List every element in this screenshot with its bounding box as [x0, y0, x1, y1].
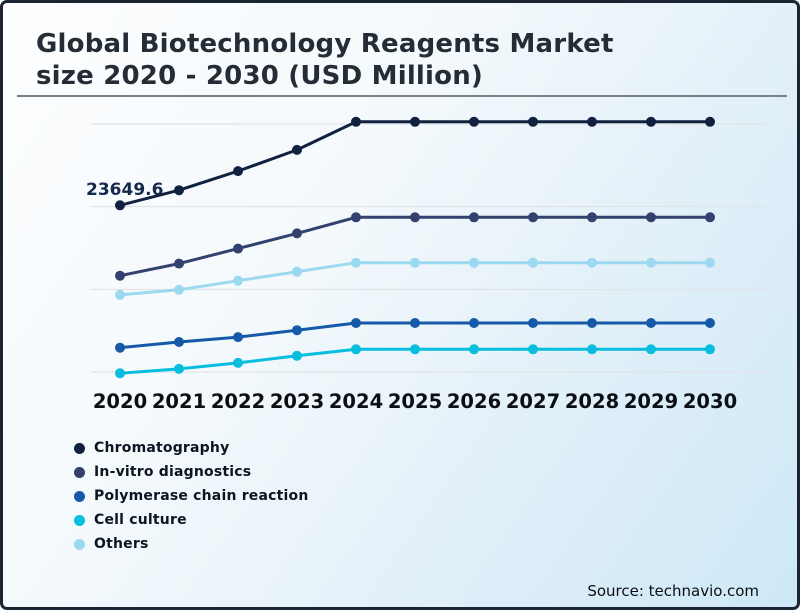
- data-point-cell-culture-2029: [646, 344, 656, 355]
- x-axis-label-2022: 2022: [211, 390, 265, 413]
- page-title: Global Biotechnology Reagents Market siz…: [36, 28, 766, 92]
- source-note: Source: technavio.com: [587, 582, 759, 600]
- data-point-in-vitro-diagnostics-2023: [292, 228, 302, 239]
- title-line-1: Global Biotechnology Reagents Market: [36, 29, 614, 59]
- data-point-others-2027: [528, 257, 538, 268]
- data-point-chromatography-2027: [528, 116, 538, 127]
- data-point-chromatography-2021: [174, 185, 184, 196]
- line-chart-canvas: 2020 2021 2022 2023 2024 2025 2026 2027 2028 2029…: [91, 116, 766, 413]
- data-point-chromatography-2030: [705, 116, 715, 127]
- data-point-polymerase-chain-reaction-2024: [351, 318, 361, 328]
- data-point-others-2021: [174, 284, 184, 295]
- data-point-others-2030: [705, 257, 715, 268]
- data-point-in-vitro-diagnostics-2028: [587, 212, 597, 223]
- x-axis-label-2027: 2027: [506, 390, 560, 413]
- x-axis-label-2029: 2029: [624, 390, 678, 413]
- data-point-cell-culture-2026: [469, 344, 479, 355]
- data-point-chromatography-2024: [351, 116, 361, 127]
- legend-label-chromatography: Chromatography: [94, 440, 230, 456]
- data-point-chromatography-2026: [469, 116, 479, 127]
- data-point-chromatography-2028: [587, 116, 597, 127]
- data-point-polymerase-chain-reaction-2029: [646, 318, 656, 328]
- x-axis-label-2025: 2025: [388, 390, 442, 413]
- x-axis-label-2021: 2021: [152, 390, 206, 413]
- data-point-in-vitro-diagnostics-2024: [351, 212, 361, 223]
- legend-label-in-vitro-diagnostics: In-vitro diagnostics: [94, 464, 252, 480]
- data-point-cell-culture-2028: [587, 344, 597, 355]
- x-axis-label-2020: 2020: [93, 390, 147, 413]
- legend-dot-others: [74, 538, 85, 550]
- legend-dot-chromatography: [74, 442, 85, 454]
- data-point-others-2020: [115, 289, 125, 300]
- legend-label-others: Others: [94, 536, 149, 552]
- series-others: [115, 257, 715, 300]
- data-point-in-vitro-diagnostics-2025: [410, 212, 420, 223]
- data-point-polymerase-chain-reaction-2022: [233, 332, 243, 343]
- title-divider: [17, 95, 787, 97]
- data-point-chromatography-2023: [292, 144, 302, 155]
- data-point-polymerase-chain-reaction-2020: [115, 342, 125, 353]
- data-point-in-vitro-diagnostics-2021: [174, 258, 184, 269]
- data-point-cell-culture-2020: [115, 368, 125, 379]
- data-point-in-vitro-diagnostics-2030: [705, 212, 715, 223]
- legend-item-others: Others: [74, 532, 309, 556]
- data-point-polymerase-chain-reaction-2021: [174, 337, 184, 347]
- data-point-others-2025: [410, 257, 420, 268]
- data-point-chromatography-2020: [115, 200, 125, 211]
- data-point-chromatography-2022: [233, 166, 243, 177]
- x-axis-label-2030: 2030: [683, 390, 737, 413]
- legend-item-chromatography: Chromatography: [74, 436, 309, 460]
- data-label-chromatography-2020: 23649.6: [86, 180, 164, 200]
- data-point-others-2028: [587, 257, 597, 268]
- series-polymerase-chain-reaction: [115, 318, 715, 353]
- legend-dot-in-vitro-diagnostics: [74, 466, 85, 478]
- legend-item-cell-culture: Cell culture: [74, 508, 309, 532]
- data-point-others-2022: [233, 275, 243, 286]
- data-point-others-2024: [351, 257, 361, 268]
- data-point-cell-culture-2025: [410, 344, 420, 355]
- data-point-in-vitro-diagnostics-2022: [233, 243, 243, 254]
- data-point-cell-culture-2030: [705, 344, 715, 355]
- data-point-others-2026: [469, 257, 479, 268]
- legend-item-in-vitro-diagnostics: In-vitro diagnostics: [74, 460, 309, 484]
- series-in-vitro-diagnostics: [115, 212, 715, 281]
- x-axis-label-2026: 2026: [447, 390, 501, 413]
- data-point-others-2023: [292, 266, 302, 277]
- legend-dot-polymerase-chain-reaction: [74, 490, 85, 502]
- x-axis-label-2028: 2028: [565, 390, 619, 413]
- x-axis-label-2024: 2024: [329, 390, 383, 413]
- series-cell-culture: [115, 344, 715, 379]
- data-point-in-vitro-diagnostics-2020: [115, 270, 125, 281]
- data-point-cell-culture-2023: [292, 350, 302, 361]
- x-axis-labels: 2020 2021 2022 2023 2024 2025 2026 2027 2028 2029…: [93, 390, 737, 413]
- chart-legend: Chromatography In-vitro diagnostics Polyme…: [74, 436, 309, 556]
- data-point-cell-culture-2024: [351, 344, 361, 355]
- data-point-cell-culture-2021: [174, 363, 184, 374]
- data-point-polymerase-chain-reaction-2023: [292, 325, 302, 336]
- data-point-in-vitro-diagnostics-2029: [646, 212, 656, 223]
- data-point-cell-culture-2027: [528, 344, 538, 355]
- data-point-chromatography-2025: [410, 116, 420, 127]
- data-point-polymerase-chain-reaction-2030: [705, 318, 715, 328]
- legend-dot-cell-culture: [74, 514, 85, 526]
- title-line-2: size 2020 - 2030 (USD Million): [36, 61, 484, 91]
- data-point-cell-culture-2022: [233, 357, 243, 368]
- data-point-others-2029: [646, 257, 656, 268]
- series-line-chromatography: [118, 120, 712, 207]
- x-axis-label-2023: 2023: [270, 390, 324, 413]
- data-point-in-vitro-diagnostics-2026: [469, 212, 479, 223]
- data-point-in-vitro-diagnostics-2027: [528, 212, 538, 223]
- gridlines: [91, 123, 766, 373]
- series-chromatography: [115, 116, 715, 211]
- legend-label-polymerase-chain-reaction: Polymerase chain reaction: [94, 488, 309, 504]
- data-point-polymerase-chain-reaction-2025: [410, 318, 420, 328]
- legend-item-polymerase-chain-reaction: Polymerase chain reaction: [74, 484, 309, 508]
- data-point-polymerase-chain-reaction-2026: [469, 318, 479, 328]
- data-point-polymerase-chain-reaction-2028: [587, 318, 597, 328]
- data-point-polymerase-chain-reaction-2027: [528, 318, 538, 328]
- legend-label-cell-culture: Cell culture: [94, 512, 187, 528]
- data-point-chromatography-2029: [646, 116, 656, 127]
